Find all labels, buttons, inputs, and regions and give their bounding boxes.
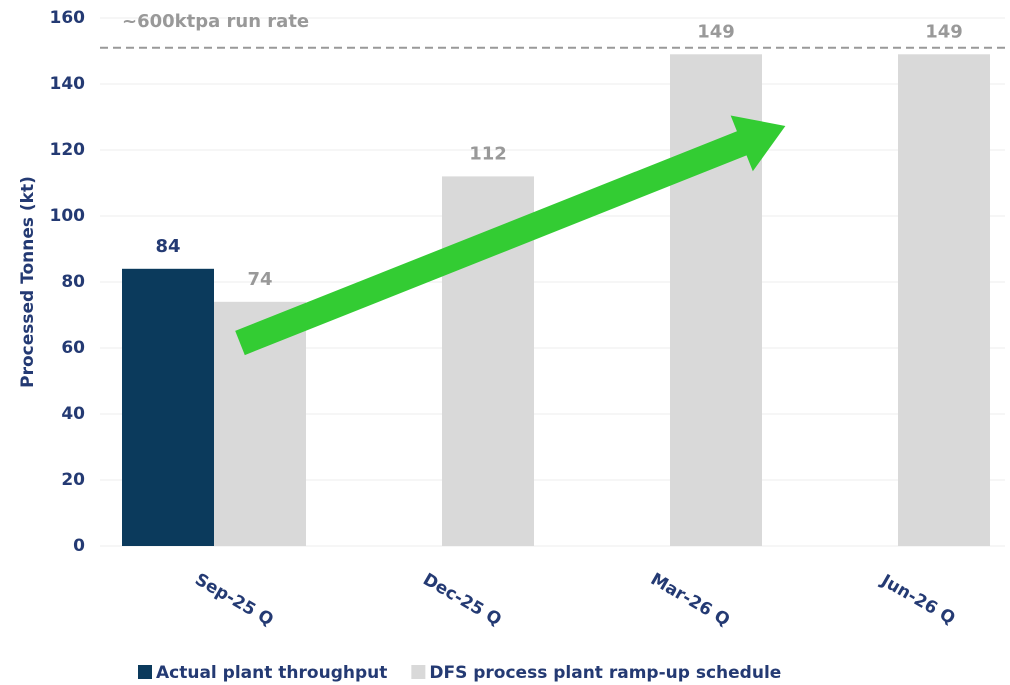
value-label: 149 xyxy=(925,21,963,42)
value-label: 74 xyxy=(247,269,272,290)
value-label: 149 xyxy=(697,21,735,42)
x-tick-label: Mar-26 Q xyxy=(647,569,733,630)
y-tick-label: 60 xyxy=(61,338,85,358)
reference-label: ~600ktpa run rate xyxy=(122,11,309,32)
y-tick-label: 20 xyxy=(61,470,85,490)
x-tick-label: Jun-26 Q xyxy=(877,570,959,629)
x-tick-label: Sep-25 Q xyxy=(191,570,276,631)
legend-label: DFS process plant ramp-up schedule xyxy=(429,663,781,683)
y-tick-label: 40 xyxy=(61,404,85,424)
value-label: 84 xyxy=(155,236,180,257)
bar xyxy=(898,54,990,547)
y-tick-label: 0 xyxy=(73,536,85,556)
y-tick-label: 140 xyxy=(50,74,86,94)
y-axis-label: Processed Tonnes (kt) xyxy=(18,176,38,388)
y-tick-label: 100 xyxy=(50,206,86,226)
x-tick-label: Dec-25 Q xyxy=(419,570,504,631)
value-label: 112 xyxy=(469,143,507,164)
bar xyxy=(122,268,214,546)
trend-arrow xyxy=(235,115,786,356)
legend-swatch xyxy=(411,665,426,679)
y-tick-label: 80 xyxy=(61,272,85,292)
legend-swatch xyxy=(138,665,152,679)
y-tick-label: 160 xyxy=(50,8,86,28)
legend-label: Actual plant throughput xyxy=(156,663,387,683)
y-tick-label: 120 xyxy=(50,140,86,160)
